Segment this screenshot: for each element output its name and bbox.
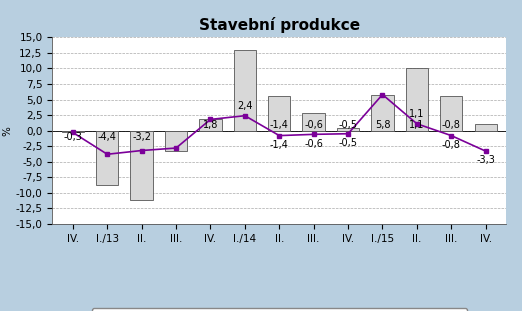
- Bar: [474, 124, 497, 131]
- Bar: [268, 96, 290, 131]
- Bar: [302, 113, 325, 131]
- Y-axis label: %: %: [3, 126, 13, 136]
- Text: -3,2: -3,2: [132, 132, 151, 142]
- Text: -0,5: -0,5: [339, 138, 358, 148]
- Text: -0,3: -0,3: [63, 132, 82, 142]
- Text: 1,1: 1,1: [409, 109, 424, 119]
- Bar: [371, 95, 394, 131]
- Text: -1,4: -1,4: [270, 140, 289, 150]
- Bar: [96, 131, 118, 185]
- Bar: [199, 119, 222, 131]
- Bar: [406, 68, 428, 131]
- Text: 1,8: 1,8: [203, 120, 218, 130]
- Text: -0,6: -0,6: [304, 120, 323, 130]
- Bar: [337, 128, 359, 131]
- Text: 5,8: 5,8: [375, 120, 390, 130]
- Title: Stavební produkce: Stavební produkce: [199, 17, 360, 33]
- Bar: [165, 131, 187, 151]
- Text: -1,4: -1,4: [270, 120, 289, 130]
- Bar: [234, 50, 256, 131]
- Text: -0,8: -0,8: [442, 140, 461, 150]
- Text: -0,5: -0,5: [339, 120, 358, 130]
- Text: -3,3: -3,3: [476, 156, 495, 165]
- Bar: [440, 96, 462, 131]
- Text: -0,6: -0,6: [304, 139, 323, 149]
- Bar: [62, 131, 84, 132]
- Bar: [130, 131, 153, 200]
- Text: 1,1: 1,1: [409, 120, 424, 130]
- Legend: meziroční změna v %, mezičtvrtletní změna v % (sez. očištěno): meziroční změna v %, mezičtvrtletní změn…: [92, 308, 467, 311]
- Text: -0,8: -0,8: [442, 120, 461, 130]
- Text: 2,4: 2,4: [237, 101, 253, 111]
- Text: -4,4: -4,4: [98, 132, 117, 142]
